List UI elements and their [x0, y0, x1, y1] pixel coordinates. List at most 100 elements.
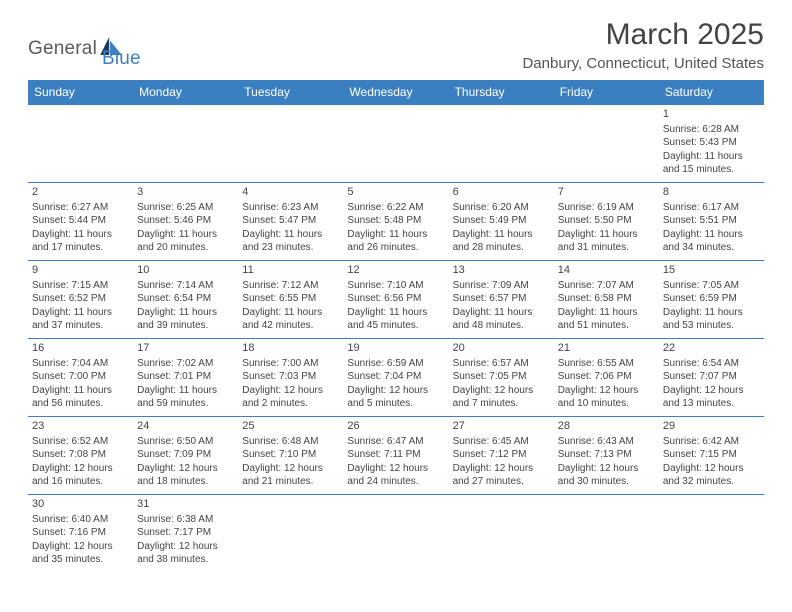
logo: General Blue: [28, 28, 141, 70]
cell-daylight2: and 15 minutes.: [663, 163, 760, 177]
cell-daylight2: and 10 minutes.: [558, 397, 655, 411]
cell-sunrise: Sunrise: 6:40 AM: [32, 513, 129, 527]
cell-daylight2: and 35 minutes.: [32, 553, 129, 567]
cell-daylight1: Daylight: 11 hours: [242, 228, 339, 242]
cell-daylight2: and 48 minutes.: [453, 319, 550, 333]
cell-daylight1: Daylight: 11 hours: [32, 228, 129, 242]
cell-sunset: Sunset: 7:13 PM: [558, 448, 655, 462]
cell-sunrise: Sunrise: 6:38 AM: [137, 513, 234, 527]
header: General Blue March 2025 Danbury, Connect…: [28, 18, 764, 72]
day-header: Tuesday: [238, 80, 343, 105]
calendar-cell: [28, 105, 133, 183]
cell-sunrise: Sunrise: 6:28 AM: [663, 123, 760, 137]
cell-daylight2: and 20 minutes.: [137, 241, 234, 255]
cell-daylight1: Daylight: 11 hours: [663, 150, 760, 164]
calendar-row: 30Sunrise: 6:40 AMSunset: 7:16 PMDayligh…: [28, 495, 764, 573]
cell-daylight1: Daylight: 12 hours: [453, 462, 550, 476]
cell-sunrise: Sunrise: 6:57 AM: [453, 357, 550, 371]
day-number: 5: [347, 185, 444, 200]
cell-sunset: Sunset: 5:47 PM: [242, 214, 339, 228]
cell-sunrise: Sunrise: 6:52 AM: [32, 435, 129, 449]
day-header: Monday: [133, 80, 238, 105]
cell-sunset: Sunset: 7:01 PM: [137, 370, 234, 384]
cell-daylight1: Daylight: 12 hours: [347, 462, 444, 476]
cell-daylight2: and 17 minutes.: [32, 241, 129, 255]
cell-sunrise: Sunrise: 6:42 AM: [663, 435, 760, 449]
cell-daylight1: Daylight: 12 hours: [242, 462, 339, 476]
cell-sunset: Sunset: 6:55 PM: [242, 292, 339, 306]
cell-sunrise: Sunrise: 6:48 AM: [242, 435, 339, 449]
cell-daylight2: and 23 minutes.: [242, 241, 339, 255]
cell-daylight1: Daylight: 11 hours: [137, 306, 234, 320]
cell-daylight1: Daylight: 12 hours: [347, 384, 444, 398]
cell-sunrise: Sunrise: 6:22 AM: [347, 201, 444, 215]
calendar-row: 23Sunrise: 6:52 AMSunset: 7:08 PMDayligh…: [28, 417, 764, 495]
day-number: 21: [558, 341, 655, 356]
cell-daylight2: and 21 minutes.: [242, 475, 339, 489]
day-number: 27: [453, 419, 550, 434]
calendar-cell: 21Sunrise: 6:55 AMSunset: 7:06 PMDayligh…: [554, 339, 659, 417]
calendar-cell: 23Sunrise: 6:52 AMSunset: 7:08 PMDayligh…: [28, 417, 133, 495]
day-header-row: Sunday Monday Tuesday Wednesday Thursday…: [28, 80, 764, 105]
day-number: 30: [32, 497, 129, 512]
day-number: 17: [137, 341, 234, 356]
cell-daylight2: and 28 minutes.: [453, 241, 550, 255]
calendar-cell: 25Sunrise: 6:48 AMSunset: 7:10 PMDayligh…: [238, 417, 343, 495]
cell-sunset: Sunset: 7:03 PM: [242, 370, 339, 384]
cell-sunset: Sunset: 7:05 PM: [453, 370, 550, 384]
calendar-cell: 5Sunrise: 6:22 AMSunset: 5:48 PMDaylight…: [343, 183, 448, 261]
cell-sunrise: Sunrise: 7:14 AM: [137, 279, 234, 293]
day-header: Saturday: [659, 80, 764, 105]
day-number: 22: [663, 341, 760, 356]
cell-daylight2: and 39 minutes.: [137, 319, 234, 333]
day-number: 1: [663, 107, 760, 122]
day-number: 20: [453, 341, 550, 356]
cell-sunrise: Sunrise: 7:05 AM: [663, 279, 760, 293]
cell-daylight1: Daylight: 12 hours: [558, 384, 655, 398]
cell-daylight2: and 7 minutes.: [453, 397, 550, 411]
calendar-cell: 20Sunrise: 6:57 AMSunset: 7:05 PMDayligh…: [449, 339, 554, 417]
cell-daylight1: Daylight: 12 hours: [663, 384, 760, 398]
cell-daylight1: Daylight: 11 hours: [242, 306, 339, 320]
day-number: 11: [242, 263, 339, 278]
calendar-cell: [133, 105, 238, 183]
cell-sunset: Sunset: 6:54 PM: [137, 292, 234, 306]
cell-sunset: Sunset: 7:16 PM: [32, 526, 129, 540]
cell-daylight2: and 51 minutes.: [558, 319, 655, 333]
cell-daylight2: and 56 minutes.: [32, 397, 129, 411]
cell-daylight1: Daylight: 11 hours: [663, 228, 760, 242]
cell-daylight2: and 18 minutes.: [137, 475, 234, 489]
cell-daylight1: Daylight: 11 hours: [347, 306, 444, 320]
cell-sunrise: Sunrise: 6:50 AM: [137, 435, 234, 449]
cell-daylight1: Daylight: 12 hours: [558, 462, 655, 476]
cell-daylight2: and 45 minutes.: [347, 319, 444, 333]
cell-sunset: Sunset: 7:11 PM: [347, 448, 444, 462]
cell-daylight1: Daylight: 12 hours: [663, 462, 760, 476]
logo-text-1: General: [28, 38, 97, 60]
cell-daylight1: Daylight: 12 hours: [32, 540, 129, 554]
cell-sunrise: Sunrise: 6:20 AM: [453, 201, 550, 215]
day-number: 2: [32, 185, 129, 200]
cell-sunrise: Sunrise: 7:12 AM: [242, 279, 339, 293]
day-number: 7: [558, 185, 655, 200]
calendar-cell: 26Sunrise: 6:47 AMSunset: 7:11 PMDayligh…: [343, 417, 448, 495]
day-number: 14: [558, 263, 655, 278]
cell-sunset: Sunset: 6:56 PM: [347, 292, 444, 306]
calendar-cell: 15Sunrise: 7:05 AMSunset: 6:59 PMDayligh…: [659, 261, 764, 339]
cell-daylight2: and 53 minutes.: [663, 319, 760, 333]
cell-daylight2: and 32 minutes.: [663, 475, 760, 489]
cell-sunset: Sunset: 5:51 PM: [663, 214, 760, 228]
calendar-cell: [659, 495, 764, 573]
calendar-cell: [554, 495, 659, 573]
cell-sunrise: Sunrise: 6:54 AM: [663, 357, 760, 371]
day-number: 25: [242, 419, 339, 434]
cell-daylight1: Daylight: 11 hours: [453, 228, 550, 242]
day-number: 6: [453, 185, 550, 200]
cell-sunset: Sunset: 5:46 PM: [137, 214, 234, 228]
cell-sunset: Sunset: 7:17 PM: [137, 526, 234, 540]
day-header: Friday: [554, 80, 659, 105]
calendar-row: 1Sunrise: 6:28 AMSunset: 5:43 PMDaylight…: [28, 105, 764, 183]
calendar-cell: 9Sunrise: 7:15 AMSunset: 6:52 PMDaylight…: [28, 261, 133, 339]
cell-sunset: Sunset: 7:07 PM: [663, 370, 760, 384]
cell-daylight1: Daylight: 11 hours: [558, 228, 655, 242]
